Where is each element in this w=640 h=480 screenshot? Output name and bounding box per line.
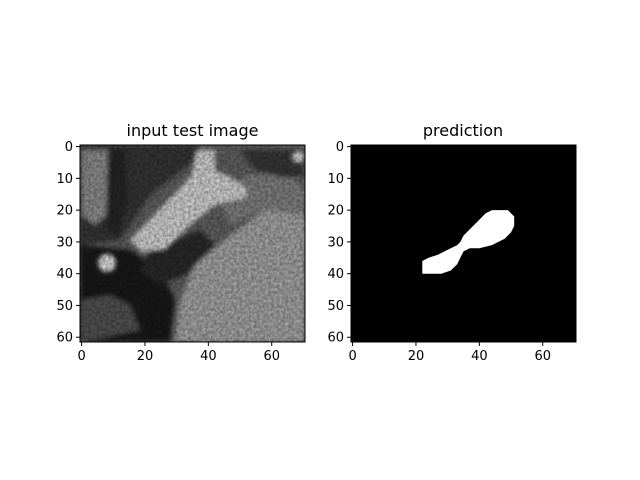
prediction-panel: prediction 0 20 40 60 0 10 20 30 40 50 60 xyxy=(327,121,577,364)
x-tick-label: 40 xyxy=(471,349,488,364)
y-tick-label: 50 xyxy=(327,299,344,314)
x-tick-label: 60 xyxy=(534,349,551,364)
right-axis-ticks: 0 20 40 60 0 10 20 30 40 50 60 xyxy=(327,140,551,364)
y-tick-label: 30 xyxy=(56,235,73,250)
y-tick-label: 0 xyxy=(65,140,73,155)
y-tick-label: 60 xyxy=(56,331,73,346)
y-tick-label: 10 xyxy=(327,172,344,187)
y-tick-label: 40 xyxy=(56,267,73,282)
left-axes-frame xyxy=(79,144,306,343)
x-tick-label: 0 xyxy=(77,349,85,364)
y-tick-label: 50 xyxy=(56,299,73,314)
right-panel-title: prediction xyxy=(423,121,503,140)
y-tick-label: 20 xyxy=(327,204,344,219)
y-tick-label: 20 xyxy=(56,204,73,219)
y-tick-label: 0 xyxy=(336,140,344,155)
y-tick-label: 40 xyxy=(327,267,344,282)
left-panel-title: input test image xyxy=(127,121,259,140)
x-tick-label: 0 xyxy=(348,349,356,364)
prediction-mask xyxy=(422,210,515,274)
left-axis-ticks: 0 20 40 60 0 10 20 30 40 50 60 xyxy=(56,140,280,364)
y-tick-label: 10 xyxy=(56,172,73,187)
input-image-raster xyxy=(80,145,305,342)
input-image-panel: input test image xyxy=(56,121,306,364)
x-tick-label: 40 xyxy=(200,349,217,364)
right-axes-frame xyxy=(350,144,577,343)
y-tick-label: 30 xyxy=(327,235,344,250)
x-tick-label: 60 xyxy=(263,349,280,364)
x-tick-label: 20 xyxy=(408,349,425,364)
y-tick-label: 60 xyxy=(327,331,344,346)
x-tick-label: 20 xyxy=(137,349,154,364)
